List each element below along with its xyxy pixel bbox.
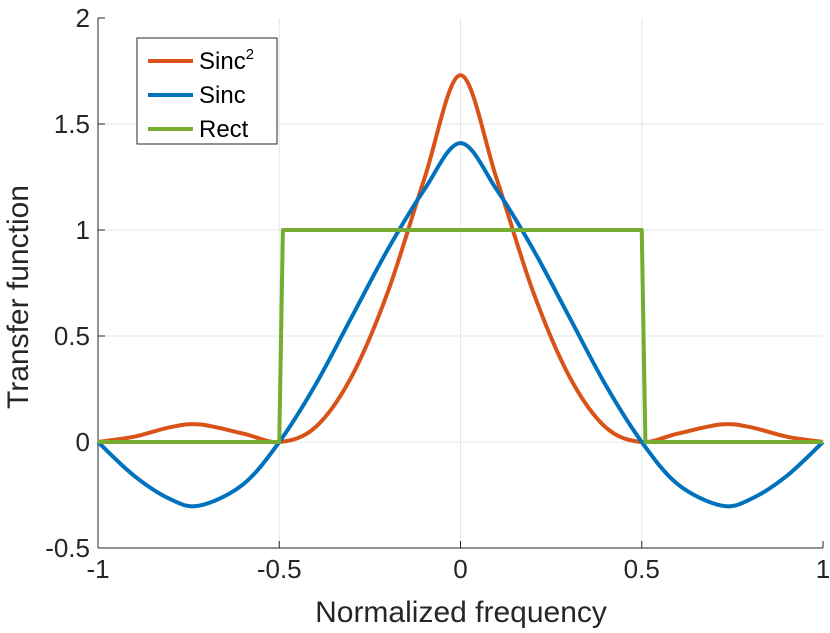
- series-group: [96, 73, 825, 509]
- y-tick-label: 0.5: [54, 321, 90, 351]
- axes: [97, 17, 824, 549]
- x-tick-label: -1: [86, 554, 109, 584]
- rect-line: [98, 228, 823, 444]
- legend-label: Sinc: [199, 82, 246, 109]
- x-tick-label: 0: [453, 554, 467, 584]
- y-tick-label: 2: [76, 3, 90, 33]
- y-tick-label: 1: [76, 215, 90, 245]
- x-tick-label: 1: [816, 554, 830, 584]
- legend-label: Rect: [199, 116, 249, 143]
- sinc-squared-line: [97, 73, 824, 445]
- legend-superscript: 2: [246, 46, 254, 63]
- y-tick-label: 0: [76, 427, 90, 457]
- legend: Sinc2 Sinc Rect: [136, 37, 278, 145]
- legend-item-sinc-squared: Sinc2: [148, 46, 254, 75]
- x-axis-label: Normalized frequency: [315, 596, 607, 629]
- sinc-line: [96, 141, 825, 509]
- y-axis-label: Transfer function: [2, 185, 35, 409]
- legend-label: Sinc2: [199, 46, 254, 75]
- y-tick-label: 1.5: [54, 109, 90, 139]
- y-tick-label: -0.5: [45, 533, 90, 563]
- legend-item-rect: Rect: [148, 116, 249, 143]
- x-tick-label: -0.5: [257, 554, 302, 584]
- tick-labels: -1 -0.5 0 0.5 1-0.500.511.52: [45, 3, 830, 584]
- legend-box: [136, 37, 278, 145]
- legend-item-sinc: Sinc: [148, 82, 246, 109]
- x-tick-label: 0.5: [624, 554, 660, 584]
